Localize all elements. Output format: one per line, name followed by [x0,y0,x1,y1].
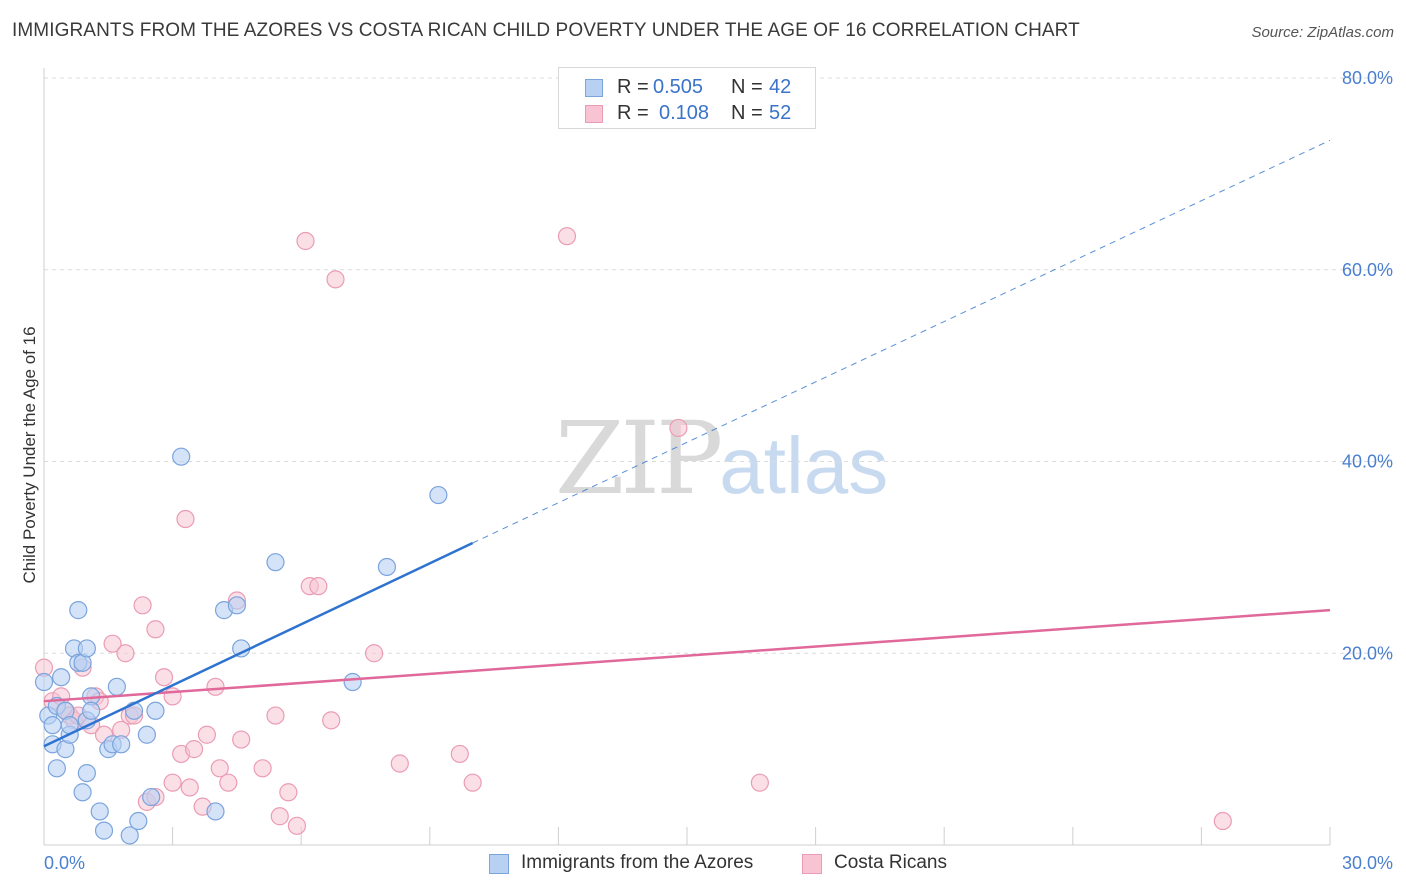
azores-point [429,485,448,505]
azores-point [107,677,126,696]
y-axis-label: Child Poverty Under the Age of 16 [20,326,39,584]
costa-ricans-point [1213,811,1232,831]
costa-ricans-point [232,730,251,749]
bottom-legend-label: Immigrants from the Azores [521,852,754,873]
legend-n-label: N = [731,102,763,124]
costa-ricans-point [103,634,122,653]
legend-n-value: 52 [769,102,792,124]
correlation-legend: R = 0.505 N = 42 R = 0.108 N = 52 [558,67,816,129]
legend-n-value: 42 [769,76,792,98]
y-tick-label: 20.0% [1342,643,1393,663]
y-tick-label: 60.0% [1342,260,1393,280]
costa-ricans-point [270,807,289,826]
y-tick-label: 80.0% [1342,68,1393,88]
costa-ricans-point [146,620,165,639]
source-label: Source: ZipAtlas.com [1251,24,1394,41]
costa-ricans-point [184,740,204,759]
costa-ricans-point [450,744,469,764]
azores-point [120,826,139,845]
legend-r-label: R = [617,102,649,124]
costa-ricans-point [197,725,216,744]
azores-point [43,716,62,735]
costa-ricans-point [364,644,384,663]
costa-ricans-point [266,706,285,725]
costa-ricans-point [669,418,688,438]
costa-ricans-trendline [43,608,1331,703]
azores-point [82,701,101,720]
azores-point [142,787,161,807]
legend-r-label: R = [617,76,649,98]
azores-point [94,821,114,840]
costa-ricans-point [557,227,577,246]
bottom-legend-swatch-blue [489,854,509,874]
bottom-legend-swatch-pink [802,854,822,874]
azores-point [172,447,191,466]
costa-ricans-point [163,773,182,792]
azores-point [129,811,148,831]
azores-point [47,759,66,778]
costa-ricans-point [206,677,225,696]
costa-ricans-point [154,668,174,687]
azores-point [52,668,71,687]
costa-ricans-point [279,783,298,802]
costa-ricans-point [176,509,195,529]
y-tick-label: 40.0% [1342,452,1393,472]
legend-n-label: N = [731,76,763,98]
costa-ricans-point [210,759,229,778]
costa-ricans-point [326,270,345,289]
legend-r-value: 0.505 [653,76,704,98]
costa-ricans-point [287,816,307,835]
azores-point [69,601,88,620]
azores-point [77,639,96,658]
costa-ricans-point [180,778,199,797]
x-tick-label: 0.0% [44,853,85,873]
costa-ricans-point [219,773,238,792]
bottom-legend-label: Costa Ricans [834,852,947,873]
costa-ricans-point [322,711,341,730]
costa-ricans-point [253,759,272,778]
azores-trendline [43,541,474,748]
azores-point [266,553,285,572]
costa-ricans-point [309,577,328,596]
costa-ricans-point [296,231,315,251]
azores-point [34,672,54,692]
costa-ricans-point [750,773,769,792]
x-tick-label: 30.0% [1342,853,1393,873]
costa-ricans-point [390,754,409,773]
azores-point [90,802,109,821]
azores-point [137,725,156,744]
chart-title: IMMIGRANTS FROM THE AZORES VS COSTA RICA… [12,20,1080,41]
azores-trendline-extension [472,139,1331,544]
azores-point [146,701,165,720]
costa-ricans-point [463,773,482,792]
azores-point [206,802,225,821]
costa-ricans-point [133,596,152,615]
azores-point [112,735,131,754]
azores-point [77,763,96,783]
legend-swatch-pink [585,105,603,123]
azores-point [343,672,362,692]
azores-point [73,783,92,802]
azores-point [227,596,246,615]
legend-r-value: 0.108 [659,102,710,124]
azores-point [377,557,397,577]
costa-ricans-point [116,644,135,663]
legend-swatch-blue [585,79,603,97]
